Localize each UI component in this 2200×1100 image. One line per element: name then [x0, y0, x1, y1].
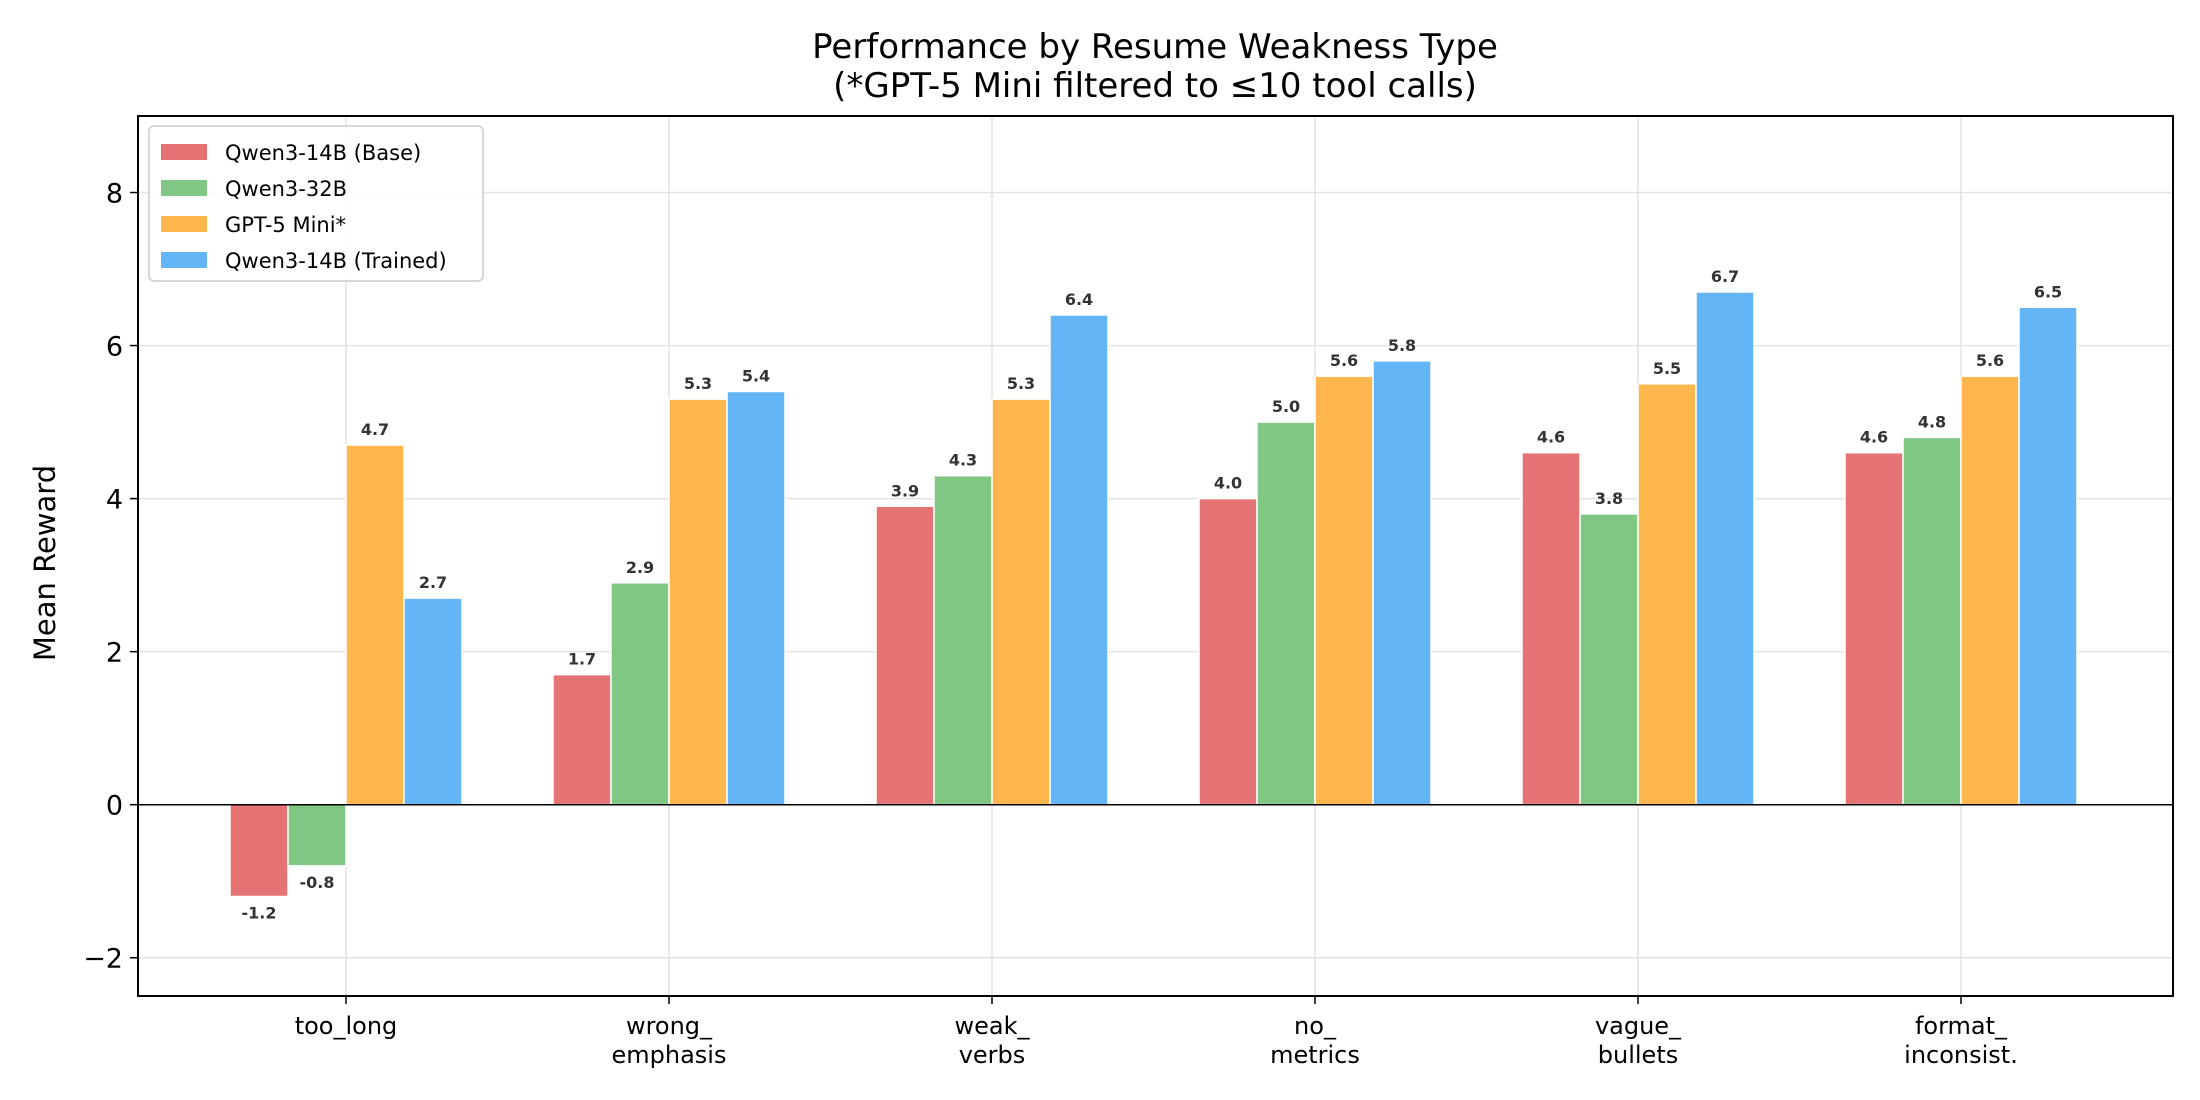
chart-subtitle: (*GPT-5 Mini filtered to ≤10 tool calls) — [833, 66, 1477, 106]
bar — [552, 673, 612, 806]
bar — [1256, 421, 1316, 806]
data-label: 4.6 — [1537, 428, 1565, 447]
bars-layer — [229, 291, 2078, 898]
y-tick-label: −2 — [83, 944, 123, 975]
x-tick-label: wrong_ — [626, 1012, 713, 1040]
x-tick-label: weak_ — [955, 1012, 1031, 1040]
data-label: 1.7 — [568, 650, 596, 669]
x-tick-label: metrics — [1270, 1041, 1360, 1069]
y-tick-label: 6 — [106, 332, 123, 363]
bar — [1049, 314, 1109, 806]
bar — [726, 390, 786, 806]
data-label: 5.6 — [1330, 351, 1358, 370]
bar — [610, 582, 670, 806]
chart-title: Performance by Resume Weakness Type — [812, 27, 1498, 67]
y-tick-label: 2 — [106, 638, 123, 669]
legend-label: Qwen3-32B — [225, 177, 347, 201]
y-tick-label: 8 — [106, 179, 123, 210]
x-tick-label: inconsist. — [1904, 1041, 2018, 1069]
legend-label: GPT-5 Mini* — [225, 213, 346, 237]
x-tick-label: no_ — [1294, 1012, 1337, 1040]
data-label: 5.3 — [684, 374, 712, 393]
data-label: 6.5 — [2034, 282, 2062, 301]
x-tick-label: too_long — [295, 1012, 398, 1040]
bar — [1314, 375, 1374, 806]
y-tick-label: 0 — [106, 791, 123, 822]
x-tick-label: vague_ — [1595, 1012, 1682, 1040]
legend-swatch — [161, 144, 207, 160]
data-label: 3.8 — [1595, 489, 1623, 508]
bar — [1637, 383, 1697, 806]
data-label: -0.8 — [300, 873, 335, 892]
bar — [1198, 497, 1258, 806]
bar — [1521, 451, 1581, 806]
bar — [403, 597, 463, 806]
bar — [2018, 306, 2078, 806]
x-tick-label: verbs — [959, 1041, 1026, 1069]
bar — [1902, 436, 1962, 806]
data-label: 2.9 — [626, 558, 654, 577]
data-label: 3.9 — [891, 481, 919, 500]
y-axis-label: Mean Reward — [28, 465, 62, 661]
x-tick-label: emphasis — [612, 1041, 727, 1069]
bar — [668, 398, 728, 806]
data-label: 4.0 — [1214, 474, 1242, 493]
legend-label: Qwen3-14B (Base) — [225, 141, 421, 165]
bar — [229, 803, 289, 898]
data-label: -1.2 — [242, 904, 277, 923]
legend-swatch — [161, 252, 207, 268]
data-label: 5.0 — [1272, 397, 1300, 416]
bar — [875, 505, 935, 806]
plot-frame — [137, 115, 2174, 997]
legend-box — [148, 125, 484, 282]
bar — [1844, 451, 1904, 806]
bar — [345, 444, 405, 806]
data-label: 5.3 — [1007, 374, 1035, 393]
data-labels-layer: -1.2 1.7 3.9 4.0 4.6 4.6 -0.8 2.9 4.3 5.0 3.8 4.8 4.… — [242, 267, 2063, 923]
bar — [1695, 291, 1755, 806]
legend: Qwen3-14B (Base) Qwen3-32B GPT-5 Mini* Qwen… — [148, 125, 484, 282]
legend-label: Qwen3-14B (Trained) — [225, 249, 447, 273]
data-label: 4.8 — [1918, 412, 1946, 431]
data-label: 5.6 — [1976, 351, 2004, 370]
data-label: 6.4 — [1065, 290, 1093, 309]
legend-swatch — [161, 180, 207, 196]
bar — [1372, 360, 1432, 806]
axes-layer: −2 0 2 4 6 8 too_long wrong_emphasis weak_verbs n… — [83, 115, 2174, 1069]
bar — [933, 474, 993, 806]
bar — [287, 803, 347, 867]
data-label: 4.7 — [361, 420, 389, 439]
x-tick-label: bullets — [1598, 1041, 1678, 1069]
bar — [1579, 513, 1639, 806]
data-label: 4.3 — [949, 451, 977, 470]
data-label: 5.8 — [1388, 336, 1416, 355]
y-tick-label: 4 — [106, 485, 123, 516]
bar — [1960, 375, 2020, 806]
x-tick-label: format_ — [1915, 1012, 2008, 1040]
data-label: 5.4 — [742, 366, 770, 385]
data-label: 2.7 — [419, 573, 447, 592]
data-label: 6.7 — [1711, 267, 1739, 286]
bar — [991, 398, 1051, 806]
data-label: 4.6 — [1860, 428, 1888, 447]
legend-swatch — [161, 216, 207, 232]
data-label: 5.5 — [1653, 359, 1681, 378]
